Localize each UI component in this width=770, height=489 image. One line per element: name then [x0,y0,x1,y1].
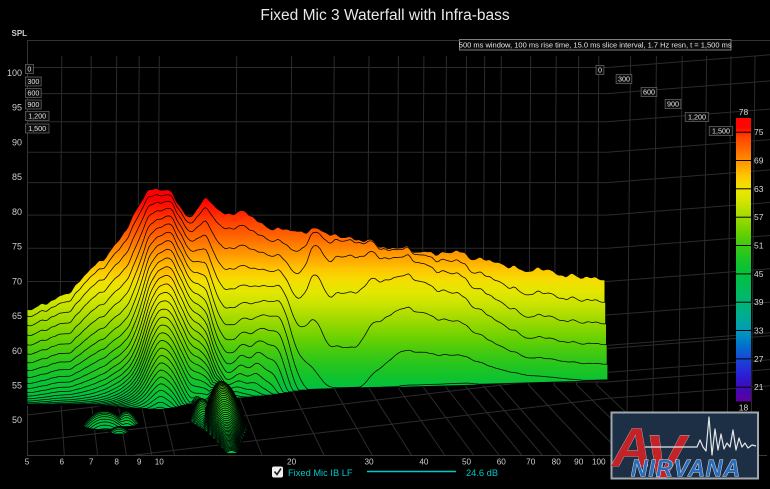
svg-text:70: 70 [12,276,22,286]
svg-text:900: 900 [27,100,39,109]
svg-text:27: 27 [754,354,764,364]
svg-text:78: 78 [739,107,749,117]
svg-text:60: 60 [497,458,507,467]
svg-text:5: 5 [25,458,30,467]
svg-text:50: 50 [12,415,22,425]
svg-text:80: 80 [552,458,562,467]
svg-text:24.6 dB: 24.6 dB [466,468,498,478]
svg-text:600: 600 [27,89,39,98]
svg-text:600: 600 [643,88,655,97]
svg-text:SPL: SPL [12,29,28,38]
svg-text:33: 33 [754,326,764,336]
svg-text:300: 300 [618,75,630,84]
svg-text:45: 45 [754,269,764,279]
svg-text:9: 9 [137,458,142,467]
svg-text:50: 50 [462,458,472,467]
svg-text:100: 100 [592,458,606,467]
svg-text:1,500: 1,500 [28,124,46,133]
svg-text:0: 0 [27,65,31,74]
svg-text:39: 39 [754,297,764,307]
svg-text:75: 75 [754,127,764,137]
svg-text:70: 70 [526,458,536,467]
svg-text:V: V [645,423,690,489]
svg-text:Fixed Mic 3 Waterfall with Inf: Fixed Mic 3 Waterfall with Infra-bass [260,7,509,24]
svg-text:0: 0 [598,66,602,75]
svg-text:Fixed Mic IB LF: Fixed Mic IB LF [288,468,353,478]
svg-text:1,500: 1,500 [712,127,730,136]
svg-text:7: 7 [89,458,94,467]
svg-text:55: 55 [12,381,22,391]
svg-text:1,200: 1,200 [28,112,46,121]
svg-text:80: 80 [12,207,22,217]
svg-text:30: 30 [364,458,374,467]
svg-text:21: 21 [754,382,764,392]
svg-text:95: 95 [12,103,22,113]
svg-text:500 ms window, 100 ms rise tim: 500 ms window, 100 ms rise time, 15.0 ms… [459,41,732,50]
svg-text:NIRVANA: NIRVANA [631,455,741,481]
svg-text:20: 20 [287,458,297,467]
svg-text:90: 90 [12,137,22,147]
svg-text:A: A [610,416,652,478]
svg-text:90: 90 [574,458,584,467]
svg-text:75: 75 [12,242,22,252]
svg-text:6: 6 [60,458,65,467]
svg-text:1,200: 1,200 [688,113,706,122]
svg-text:8: 8 [114,458,119,467]
svg-text:10: 10 [155,458,165,467]
svg-text:57: 57 [754,212,764,222]
svg-text:69: 69 [754,156,764,166]
svg-text:300: 300 [27,77,39,86]
svg-text:51: 51 [754,241,764,251]
svg-text:40: 40 [419,458,429,467]
svg-text:100: 100 [7,68,22,78]
svg-text:65: 65 [12,311,22,321]
svg-text:900: 900 [667,100,679,109]
svg-text:18: 18 [739,402,749,412]
svg-text:63: 63 [754,184,764,194]
svg-text:85: 85 [12,172,22,182]
svg-text:60: 60 [12,346,22,356]
